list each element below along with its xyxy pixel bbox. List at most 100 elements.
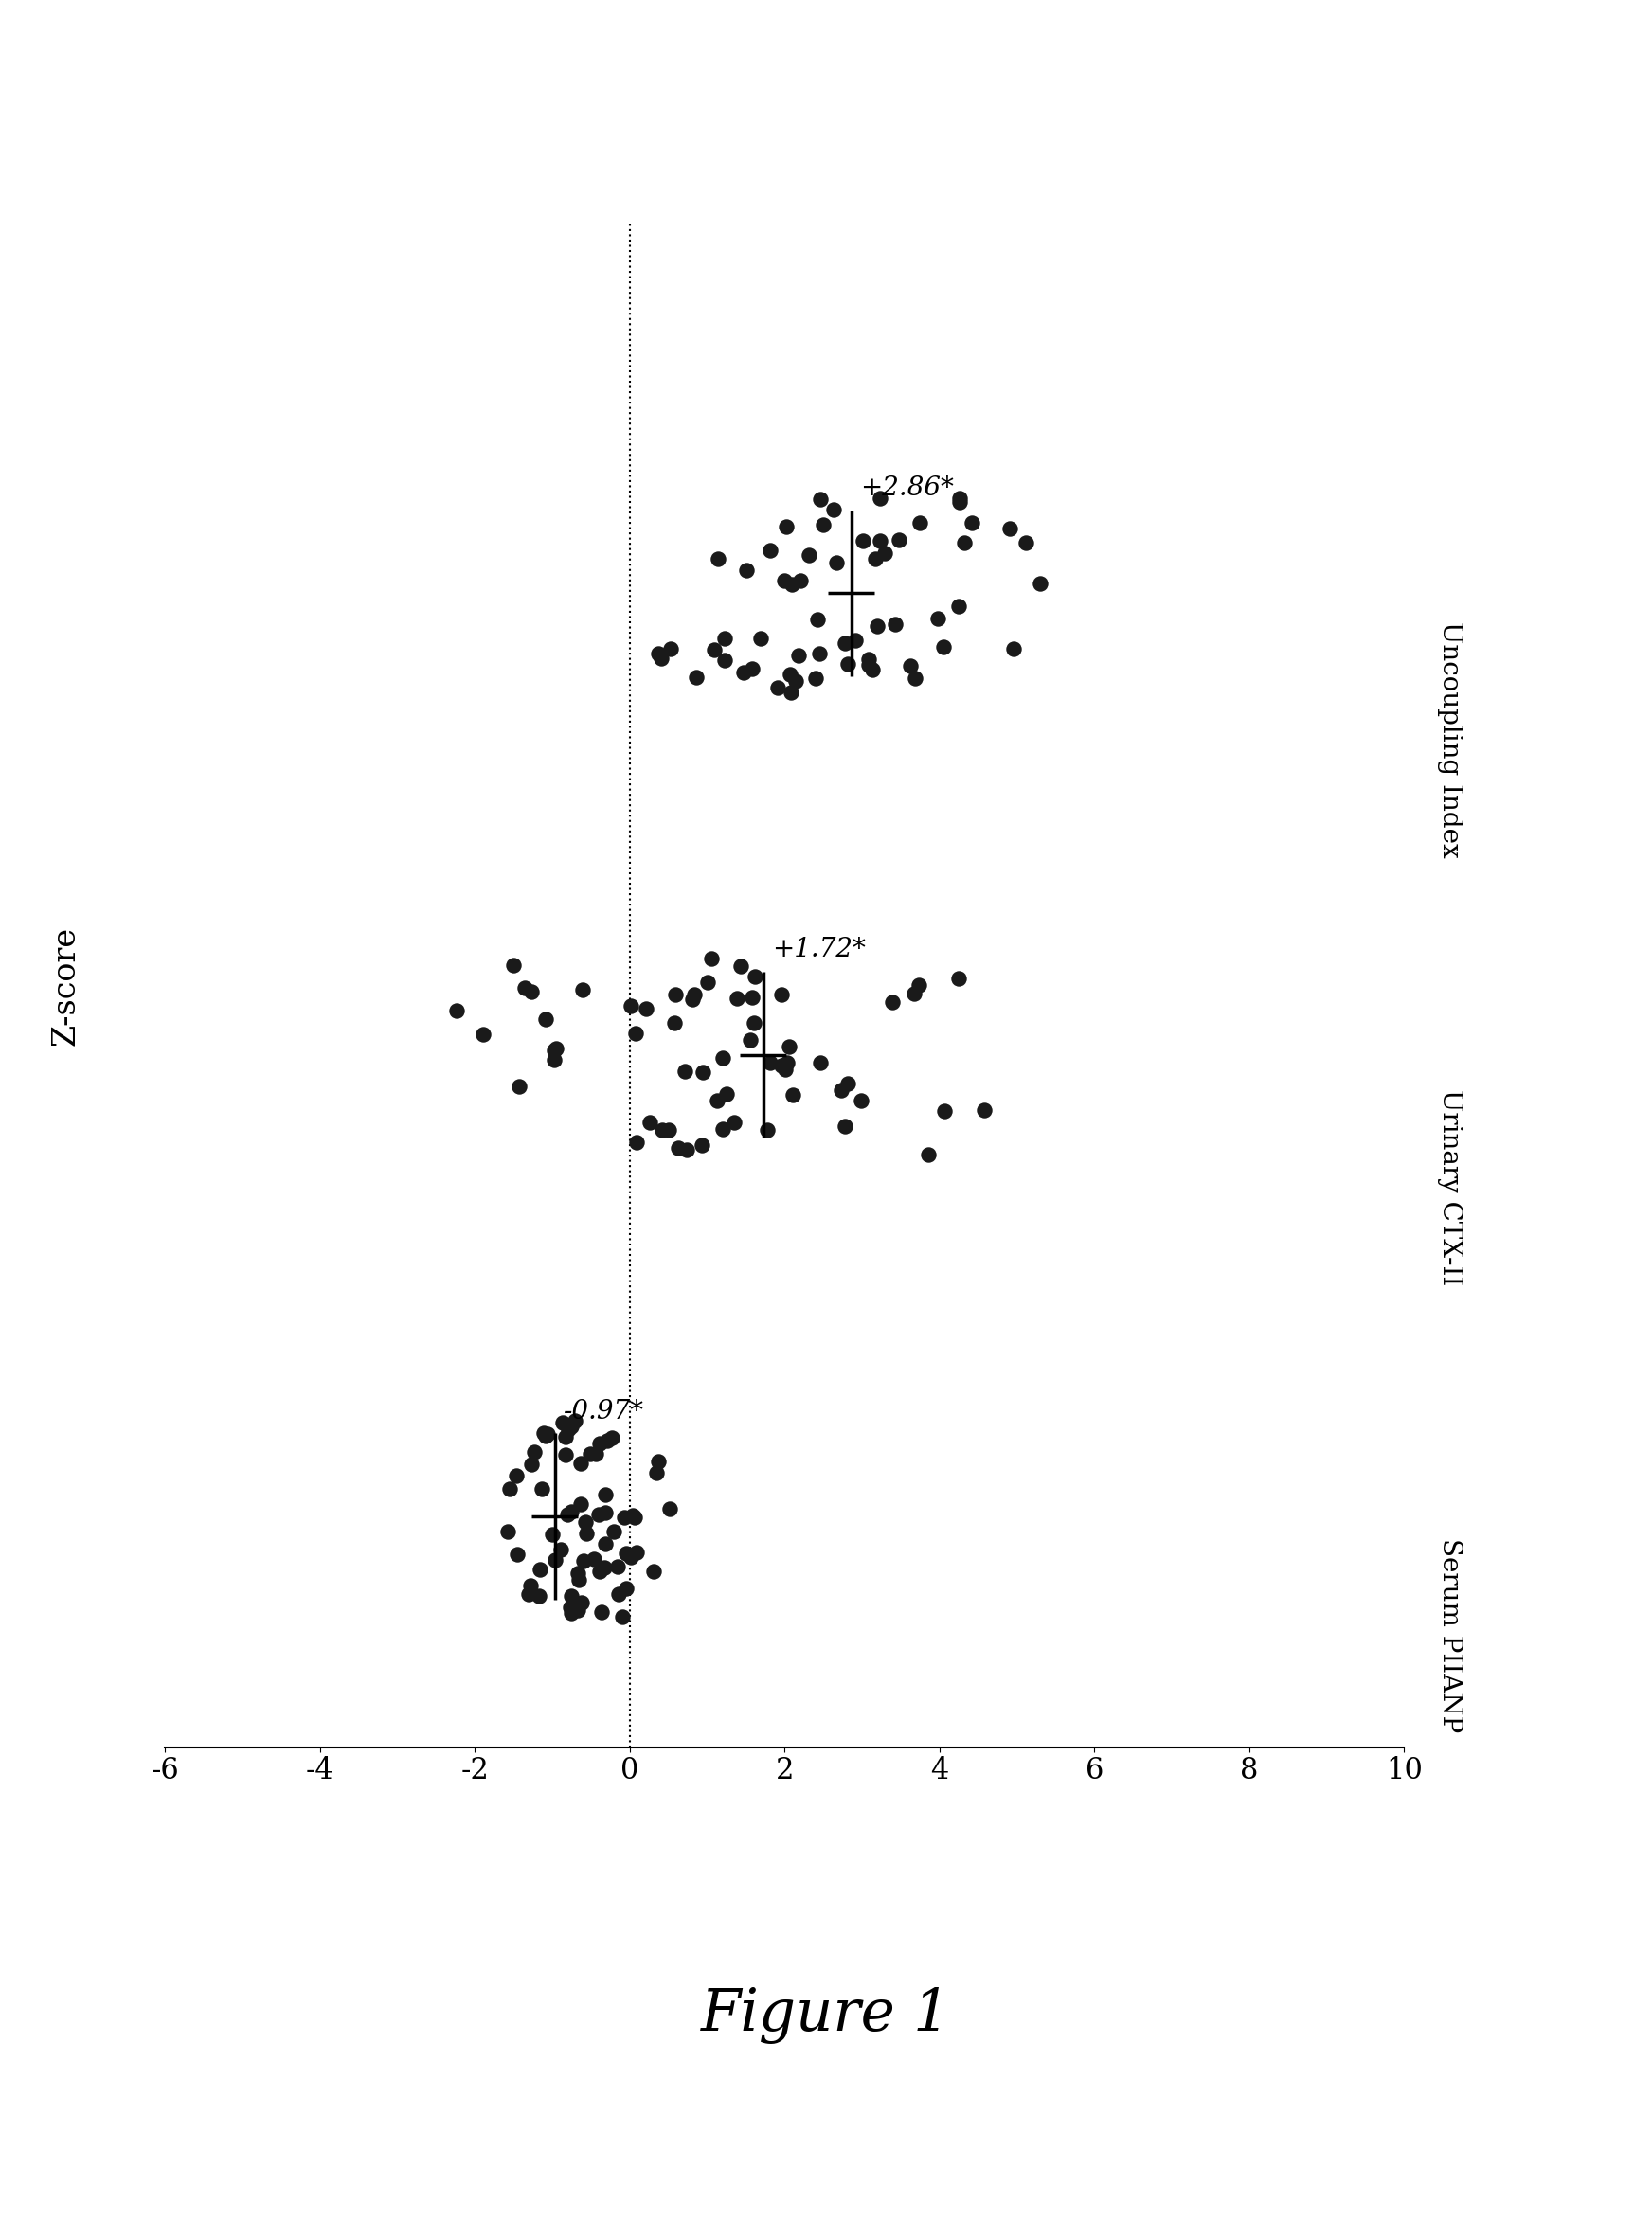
Point bbox=[704, 1082, 730, 1118]
Point bbox=[623, 1534, 649, 1570]
Point bbox=[591, 1550, 618, 1586]
Point bbox=[657, 1490, 684, 1525]
Point bbox=[771, 562, 798, 598]
Point bbox=[709, 1111, 735, 1147]
Point bbox=[558, 1579, 585, 1615]
Point bbox=[780, 1077, 806, 1113]
Point bbox=[553, 1496, 580, 1532]
Point bbox=[864, 607, 890, 643]
Point bbox=[778, 567, 805, 603]
Point bbox=[517, 1447, 544, 1483]
Point bbox=[661, 1006, 687, 1042]
Point bbox=[649, 1111, 676, 1147]
Point bbox=[856, 647, 882, 683]
Point bbox=[757, 1044, 783, 1080]
Point bbox=[823, 544, 849, 580]
Point bbox=[638, 1104, 664, 1140]
Point bbox=[573, 1514, 600, 1550]
Point bbox=[586, 1425, 613, 1460]
Point bbox=[679, 981, 705, 1017]
Point bbox=[971, 1091, 998, 1127]
Point bbox=[568, 1584, 595, 1620]
Point bbox=[786, 562, 813, 598]
Text: -0.97*: -0.97* bbox=[563, 1398, 644, 1425]
Point bbox=[542, 1541, 568, 1577]
Point bbox=[522, 1434, 548, 1469]
Point bbox=[620, 1499, 646, 1534]
Point bbox=[557, 1590, 583, 1626]
Point bbox=[828, 1073, 854, 1109]
Point bbox=[540, 1042, 567, 1077]
Point bbox=[778, 674, 805, 710]
Point bbox=[613, 1534, 639, 1570]
Point bbox=[738, 979, 765, 1015]
Point bbox=[882, 605, 909, 641]
Point bbox=[771, 1051, 798, 1086]
Point bbox=[674, 1131, 700, 1167]
Point bbox=[907, 506, 933, 542]
Point bbox=[902, 977, 928, 1012]
Point bbox=[601, 1514, 628, 1550]
Point bbox=[618, 988, 644, 1024]
Point bbox=[643, 1456, 669, 1492]
Point bbox=[932, 1093, 958, 1129]
Point bbox=[859, 652, 885, 688]
Point bbox=[833, 625, 859, 661]
Point bbox=[775, 1028, 801, 1064]
Point bbox=[565, 1555, 591, 1590]
Point bbox=[952, 524, 978, 560]
Point bbox=[552, 1418, 578, 1454]
Point bbox=[646, 1443, 672, 1478]
Point bbox=[570, 972, 596, 1008]
Text: +1.72*: +1.72* bbox=[771, 936, 866, 963]
Point bbox=[532, 1001, 558, 1037]
Point bbox=[738, 650, 765, 685]
Point bbox=[641, 1555, 667, 1590]
Point bbox=[618, 1539, 644, 1575]
Point bbox=[577, 1436, 603, 1472]
Point bbox=[444, 992, 471, 1028]
Point bbox=[633, 990, 659, 1026]
Point bbox=[591, 1476, 618, 1512]
Point bbox=[773, 1044, 800, 1080]
Point bbox=[925, 600, 952, 636]
Point bbox=[689, 1127, 715, 1163]
Point bbox=[710, 1039, 737, 1075]
Point bbox=[847, 1082, 874, 1118]
Point bbox=[689, 1055, 715, 1091]
Point bbox=[843, 623, 869, 659]
Point bbox=[591, 1525, 618, 1561]
Point bbox=[834, 645, 861, 681]
Point bbox=[568, 1445, 595, 1481]
Point bbox=[733, 553, 760, 589]
Point bbox=[960, 506, 986, 542]
Point bbox=[786, 638, 813, 674]
Point bbox=[558, 1494, 585, 1530]
Point bbox=[570, 1543, 596, 1579]
Point bbox=[494, 1514, 520, 1550]
Point bbox=[902, 661, 928, 697]
Point bbox=[809, 506, 836, 542]
Point bbox=[705, 540, 732, 576]
Point bbox=[623, 1124, 649, 1160]
Point bbox=[593, 1494, 620, 1530]
Point bbox=[656, 1111, 682, 1147]
Text: Urinary CTX-II: Urinary CTX-II bbox=[1437, 1089, 1462, 1286]
Point bbox=[529, 1472, 555, 1508]
Point bbox=[469, 1017, 496, 1053]
Point bbox=[806, 636, 833, 672]
Point bbox=[897, 647, 923, 683]
Point bbox=[740, 1004, 767, 1039]
Point bbox=[539, 1516, 565, 1552]
Point bbox=[530, 1416, 557, 1452]
Point bbox=[742, 959, 768, 995]
Point bbox=[657, 632, 684, 668]
Point bbox=[768, 1048, 795, 1084]
Point bbox=[885, 522, 912, 558]
Point bbox=[796, 538, 823, 573]
Point bbox=[834, 1066, 861, 1102]
Point bbox=[662, 977, 689, 1012]
Point bbox=[856, 641, 882, 676]
Point bbox=[544, 1030, 570, 1066]
Point bbox=[583, 1436, 610, 1472]
